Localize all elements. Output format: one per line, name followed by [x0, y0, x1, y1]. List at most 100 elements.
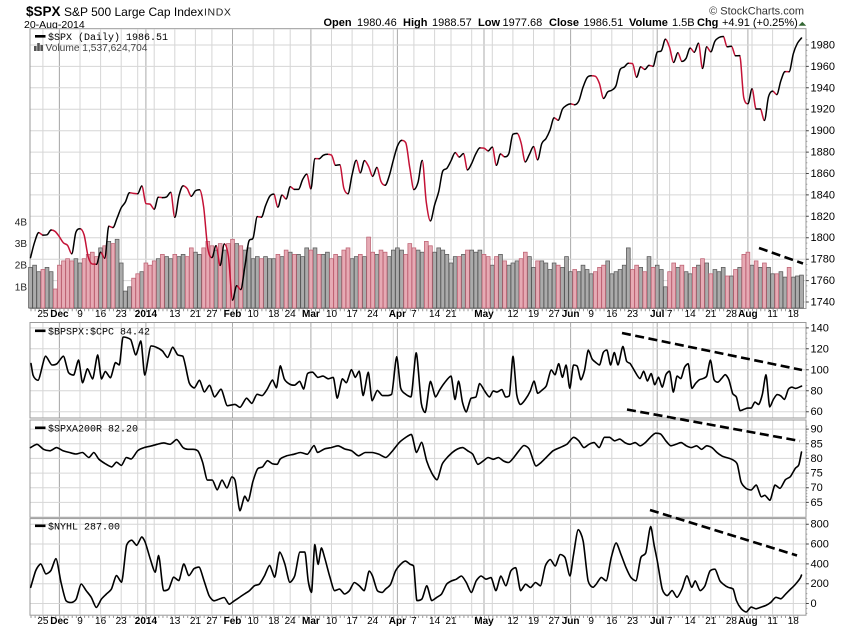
svg-text:1740: 1740 — [811, 296, 835, 308]
svg-text:1977.68: 1977.68 — [503, 17, 543, 29]
svg-text:18: 18 — [268, 309, 280, 320]
svg-text:9: 9 — [77, 309, 83, 320]
svg-text:Apr: Apr — [389, 309, 406, 320]
svg-text:10: 10 — [326, 616, 338, 627]
svg-text:2014: 2014 — [135, 309, 158, 320]
svg-text:$SPX: $SPX — [26, 4, 61, 19]
svg-text:18: 18 — [788, 616, 800, 627]
svg-text:24: 24 — [367, 309, 379, 320]
svg-text:2014: 2014 — [135, 616, 158, 627]
svg-text:Aug: Aug — [738, 309, 757, 320]
svg-text:19: 19 — [528, 309, 540, 320]
svg-text:1980.46: 1980.46 — [357, 17, 397, 29]
svg-text:75: 75 — [811, 468, 823, 480]
svg-text:4B: 4B — [15, 218, 28, 229]
svg-text:14: 14 — [429, 616, 441, 627]
svg-text:Feb: Feb — [224, 616, 242, 627]
svg-text:21: 21 — [190, 309, 202, 320]
svg-text:Chg: Chg — [697, 17, 718, 29]
svg-text:1B: 1B — [15, 282, 28, 293]
svg-text:120: 120 — [811, 343, 829, 355]
svg-text:24: 24 — [367, 616, 379, 627]
svg-text:16: 16 — [95, 616, 107, 627]
svg-text:23: 23 — [627, 309, 639, 320]
svg-text:28: 28 — [726, 309, 738, 320]
svg-text:0: 0 — [811, 598, 817, 610]
svg-text:$SPX (Daily) 1986.51: $SPX (Daily) 1986.51 — [48, 32, 168, 44]
svg-text:11: 11 — [767, 616, 778, 627]
svg-text:65: 65 — [811, 497, 823, 509]
svg-text:400: 400 — [811, 558, 829, 570]
svg-text:10: 10 — [248, 309, 260, 320]
svg-text:S&P 500 Large Cap Index: S&P 500 Large Cap Index — [64, 5, 203, 19]
svg-text:16: 16 — [95, 309, 107, 320]
svg-text:11: 11 — [767, 309, 778, 320]
svg-text:23: 23 — [627, 616, 639, 627]
svg-text:27: 27 — [206, 616, 218, 627]
svg-text:2B: 2B — [15, 261, 28, 272]
svg-text:24: 24 — [285, 309, 297, 320]
svg-text:1760: 1760 — [811, 275, 835, 287]
svg-text:800: 800 — [811, 519, 829, 531]
svg-text:1.5B: 1.5B — [672, 17, 695, 29]
svg-text:13: 13 — [169, 309, 181, 320]
svg-text:7: 7 — [667, 309, 673, 320]
svg-text:23: 23 — [116, 616, 128, 627]
svg-text:100: 100 — [811, 364, 829, 376]
svg-text:Apr: Apr — [389, 616, 406, 627]
svg-text:27: 27 — [549, 309, 561, 320]
svg-text:9: 9 — [77, 616, 83, 627]
svg-text:Feb: Feb — [224, 309, 242, 320]
svg-text:7: 7 — [667, 616, 673, 627]
svg-text:12: 12 — [507, 309, 519, 320]
svg-text:May: May — [474, 309, 494, 320]
svg-text:Volume 1,537,624,704: Volume 1,537,624,704 — [46, 43, 148, 54]
svg-text:Jun: Jun — [562, 616, 580, 627]
svg-text:1988.57: 1988.57 — [432, 17, 472, 29]
svg-text:INDX: INDX — [204, 7, 232, 19]
svg-text:21: 21 — [445, 309, 457, 320]
svg-text:1780: 1780 — [811, 254, 835, 266]
svg-text:Open: Open — [324, 17, 352, 29]
svg-text:13: 13 — [169, 616, 181, 627]
svg-text:1986.51: 1986.51 — [584, 17, 624, 29]
svg-text:May: May — [474, 616, 494, 627]
svg-text:1980: 1980 — [811, 40, 835, 52]
svg-text:27: 27 — [206, 309, 218, 320]
svg-text:90: 90 — [811, 424, 823, 436]
svg-text:1880: 1880 — [811, 147, 835, 159]
svg-text:27: 27 — [549, 616, 561, 627]
svg-text:17: 17 — [347, 309, 359, 320]
svg-text:1800: 1800 — [811, 232, 835, 244]
svg-text:14: 14 — [429, 309, 441, 320]
svg-text:9: 9 — [588, 309, 594, 320]
svg-text:18: 18 — [268, 616, 280, 627]
svg-text:1900: 1900 — [811, 125, 835, 137]
svg-text:1820: 1820 — [811, 211, 835, 223]
svg-text:Jul: Jul — [650, 616, 665, 627]
svg-text:16: 16 — [606, 309, 618, 320]
svg-text:Close: Close — [549, 17, 579, 29]
svg-text:21: 21 — [705, 309, 717, 320]
svg-text:25: 25 — [37, 309, 49, 320]
svg-text:Mar: Mar — [302, 309, 320, 320]
svg-text:Jun: Jun — [562, 309, 580, 320]
svg-text:1920: 1920 — [811, 104, 835, 116]
svg-text:Volume: Volume — [629, 17, 668, 29]
svg-text:12: 12 — [507, 616, 519, 627]
svg-text:20-Aug-2014: 20-Aug-2014 — [24, 19, 85, 31]
svg-text:14: 14 — [685, 616, 697, 627]
svg-text:21: 21 — [190, 616, 202, 627]
svg-text:200: 200 — [811, 578, 829, 590]
svg-text:$SPXA200R 82.20: $SPXA200R 82.20 — [48, 424, 138, 436]
svg-text:80: 80 — [811, 385, 823, 397]
svg-text:21: 21 — [705, 616, 717, 627]
svg-text:7: 7 — [411, 309, 417, 320]
svg-text:600: 600 — [811, 539, 829, 551]
svg-text:16: 16 — [606, 616, 618, 627]
svg-text:21: 21 — [445, 616, 457, 627]
svg-text:80: 80 — [811, 453, 823, 465]
svg-text:1860: 1860 — [811, 168, 835, 180]
svg-text:Dec: Dec — [50, 616, 69, 627]
svg-text:Jul: Jul — [650, 309, 665, 320]
